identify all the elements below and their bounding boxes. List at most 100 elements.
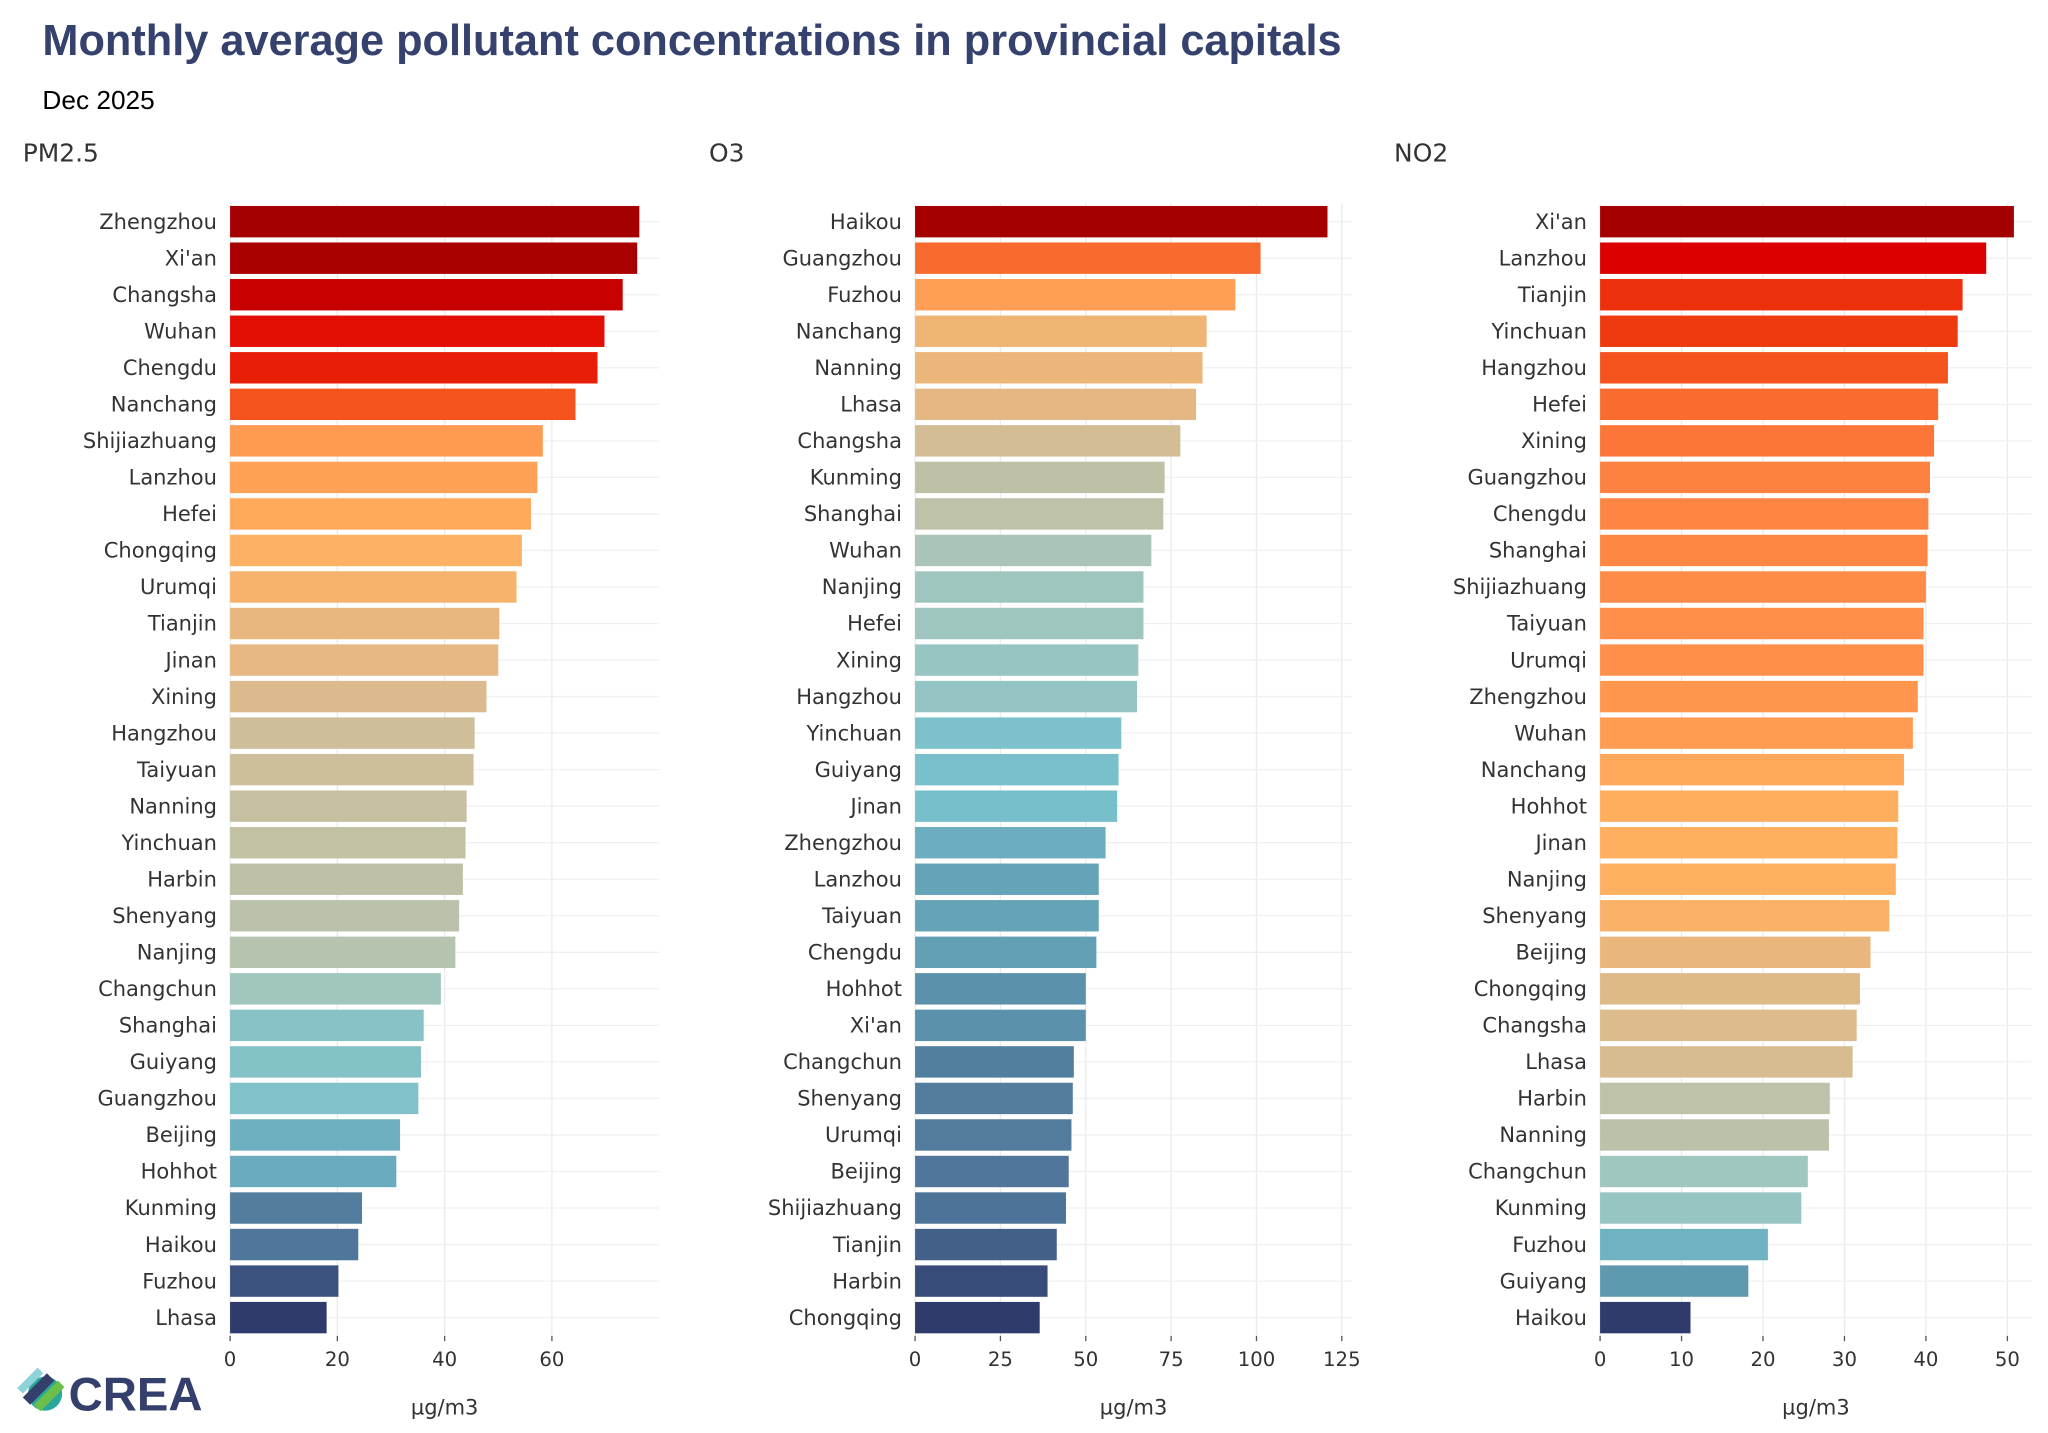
category-label: Zhengzhou: [784, 831, 902, 855]
category-label: Xining: [836, 648, 902, 672]
category-label: Kunming: [1495, 1196, 1587, 1220]
bar: [230, 461, 538, 494]
category-label: Shijiazhuang: [768, 1196, 902, 1220]
bar: [915, 242, 1261, 274]
bar: [915, 498, 1164, 530]
category-label: Urumqi: [140, 575, 217, 599]
bar: [1600, 973, 1860, 1005]
tick-label: 25: [988, 1348, 1013, 1371]
category-label: Wuhan: [829, 539, 902, 563]
category-label: Nanjing: [137, 941, 217, 965]
category-label: Shenyang: [112, 904, 217, 928]
bar: [915, 607, 1144, 640]
panel-o3: O3 Haikou Guangzhou Fuzhou Nanchang Nanning Lh…: [709, 138, 1361, 1419]
category-label: Guangzhou: [782, 246, 902, 270]
category-label: Changsha: [1482, 1014, 1587, 1038]
category-label: Changchun: [783, 1050, 902, 1074]
category-label: Lanzhou: [1499, 246, 1587, 270]
category-label: Nanchang: [1481, 758, 1587, 782]
bar: [1600, 607, 1924, 640]
category-label: Urumqi: [825, 1123, 902, 1147]
bar: [230, 1301, 327, 1334]
bar: [230, 607, 500, 640]
tick-label: 40: [1913, 1348, 1938, 1371]
tick-label: 0: [1594, 1348, 1607, 1371]
bar: [230, 827, 466, 859]
category-label: Hangzhou: [1481, 356, 1587, 380]
bar: [1600, 352, 1948, 384]
tick-label: 60: [539, 1348, 564, 1371]
bar: [915, 1192, 1066, 1224]
category-label: Xi'an: [1535, 210, 1587, 234]
chart-title: Monthly average pollutant concentrations…: [42, 17, 1341, 65]
bar: [915, 534, 1152, 567]
category-label: Chengdu: [123, 356, 217, 380]
category-label: Chongqing: [789, 1306, 902, 1330]
category-label: Harbin: [147, 867, 217, 891]
category-label: Fuzhou: [1512, 1233, 1587, 1257]
bar: [1600, 753, 1904, 786]
category-label: Haikou: [830, 210, 902, 234]
category-label: Fuzhou: [142, 1269, 217, 1293]
bar: [915, 753, 1119, 786]
category-label: Hohhot: [826, 977, 902, 1001]
category-label: Guiyang: [815, 758, 902, 782]
bar: [230, 644, 499, 676]
x-axis-label: µg/m3: [1100, 1396, 1168, 1420]
bar: [230, 1046, 422, 1078]
tick-label: 50: [1073, 1348, 1098, 1371]
category-label: Nanning: [814, 356, 902, 380]
category-label: Nanchang: [796, 319, 902, 343]
category-label: Xi'an: [850, 1014, 902, 1038]
bar: [230, 242, 638, 274]
category-label: Hefei: [847, 612, 902, 636]
bar: [915, 680, 1137, 713]
category-label: Nanjing: [822, 575, 902, 599]
bar: [230, 571, 517, 603]
bar: [1600, 498, 1929, 530]
panel-no2: NO2 Xi'an Lanzhou Tianjin Yinchuan Hangzhou He…: [1394, 138, 2032, 1420]
tick-label: 40: [432, 1348, 457, 1371]
category-label: Guiyang: [130, 1050, 217, 1074]
bar: [915, 644, 1139, 676]
category-label: Harbin: [1517, 1087, 1587, 1111]
category-label: Lanzhou: [814, 867, 902, 891]
category-label: Chengdu: [1493, 502, 1587, 526]
bar: [1600, 900, 1890, 932]
tick-label: 100: [1238, 1348, 1276, 1371]
bar: [915, 352, 1203, 384]
category-label: Chongqing: [1474, 977, 1587, 1001]
bar: [230, 534, 522, 567]
category-label: Yinchuan: [1490, 319, 1586, 343]
bar: [915, 279, 1236, 311]
bar: [915, 790, 1118, 822]
bar: [1600, 279, 1963, 311]
category-label: Nanchang: [111, 393, 217, 417]
bar: [230, 680, 487, 713]
bar: [915, 863, 1099, 895]
bar: [915, 1228, 1057, 1261]
bar: [1600, 1009, 1857, 1042]
category-label: Xi'an: [165, 246, 217, 270]
bar: [1600, 242, 1987, 274]
x-axis-label: µg/m3: [411, 1396, 479, 1420]
bar: [915, 900, 1099, 932]
x-axis-label: µg/m3: [1782, 1396, 1850, 1420]
category-label: Hohhot: [1511, 794, 1587, 818]
tick-label: 10: [1669, 1348, 1694, 1371]
category-label: Hefei: [162, 502, 217, 526]
bar: [1600, 315, 1958, 347]
bar: [915, 425, 1181, 457]
bar: [915, 1082, 1073, 1115]
category-label: Yinchuan: [120, 831, 216, 855]
category-label: Hangzhou: [111, 721, 217, 745]
tick-label: 75: [1159, 1348, 1184, 1371]
bar: [915, 315, 1207, 347]
category-label: Lhasa: [155, 1306, 217, 1330]
crea-logo-icon: [17, 1367, 65, 1412]
category-label: Tianjin: [1517, 283, 1587, 307]
bar: [1600, 1301, 1691, 1334]
category-label: Urumqi: [1510, 648, 1587, 672]
category-label: Guangzhou: [97, 1087, 216, 1111]
